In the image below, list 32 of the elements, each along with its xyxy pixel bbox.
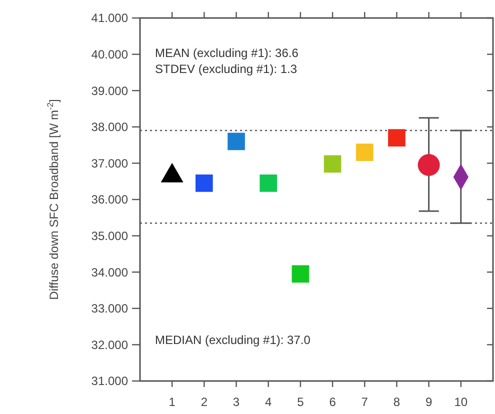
x-tick-label: 1 bbox=[168, 395, 176, 409]
point bbox=[228, 132, 245, 150]
y-tick-label: 31.000 bbox=[91, 374, 128, 388]
point bbox=[388, 129, 406, 146]
x-tick-label: 3 bbox=[232, 395, 240, 409]
y-tick-label: 32.000 bbox=[91, 338, 128, 352]
point bbox=[260, 174, 278, 192]
y-tick-label: 35.000 bbox=[91, 229, 128, 243]
y-tick-label: 34.000 bbox=[91, 265, 128, 280]
x-tick-label: 8 bbox=[393, 395, 400, 409]
point bbox=[356, 144, 374, 161]
x-tick-label: 4 bbox=[265, 395, 272, 409]
x-tick-label: 9 bbox=[425, 395, 432, 409]
point bbox=[418, 154, 440, 176]
x-tick-label: 7 bbox=[361, 395, 368, 409]
y-tick-label: 33.000 bbox=[91, 302, 128, 316]
point bbox=[292, 265, 310, 283]
annotation: STDEV (excluding #1): 1.3 bbox=[155, 62, 298, 76]
x-tick-label: 6 bbox=[329, 395, 336, 409]
y-tick-label: 41.000 bbox=[91, 11, 128, 26]
annotation: MEAN (excluding #1): 36.6 bbox=[155, 46, 299, 60]
y-tick-label: 38.000 bbox=[91, 120, 128, 134]
point bbox=[196, 174, 213, 192]
y-tick-label: 37.000 bbox=[91, 156, 128, 170]
point bbox=[324, 155, 342, 173]
y-tick-label: 39.000 bbox=[91, 84, 128, 98]
x-tick-label: 2 bbox=[200, 395, 208, 409]
x-tick-label: 5 bbox=[297, 395, 304, 409]
y-tick-label: 36.000 bbox=[91, 192, 128, 207]
x-tick-label: 10 bbox=[454, 395, 468, 409]
annotation: MEDIAN (excluding #1): 37.0 bbox=[155, 333, 311, 347]
y-tick-label: 40.000 bbox=[91, 48, 128, 62]
